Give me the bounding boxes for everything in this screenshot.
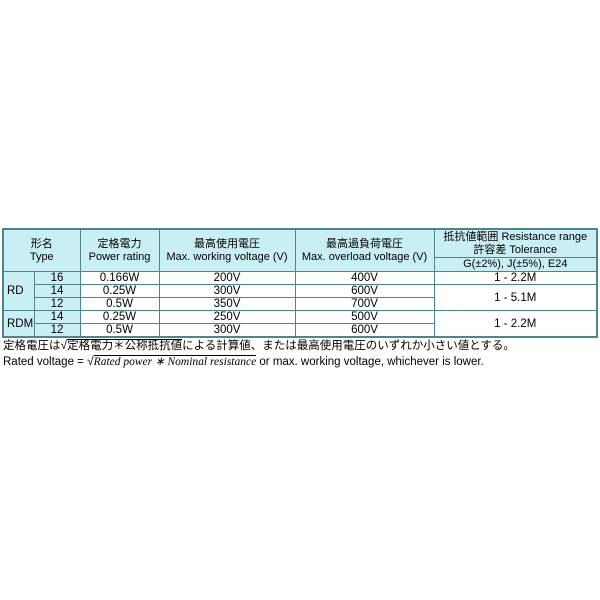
size-cell: 14: [33, 310, 81, 324]
header-power-en: Power rating: [88, 250, 151, 263]
working-voltage-cell: 300V: [158, 323, 296, 338]
overload-voltage-cell: 600V: [294, 284, 435, 298]
working-voltage-cell: 300V: [158, 284, 296, 298]
table-row: 14 0.25W 300V 600V 1 - 5.1M: [3, 284, 598, 311]
resistor-spec-table-container: 形名 Type 定格電力 Power rating 最高使用電圧 Max. wo…: [2, 228, 599, 338]
footnote-ja-suffix: による計算値、または最高使用電圧のいずれか小さい値とする。: [182, 340, 515, 352]
power-cell: 0.25W: [79, 284, 160, 298]
working-voltage-cell: 200V: [158, 271, 296, 285]
power-cell: 0.5W: [79, 297, 160, 311]
header-resistance-line1: 抵抗値範囲 Resistance range: [443, 230, 588, 243]
table-row: RD 16 0.166W 200V 400V 1 - 2.2M: [2, 271, 598, 311]
overload-voltage-cell: 600V: [294, 323, 435, 338]
table-row: RDM 14 0.25W 250V 500V 1 - 2.2M: [2, 310, 598, 338]
header-power-rating: 定格電力 Power rating: [79, 228, 160, 272]
working-voltage-cell: 250V: [158, 310, 296, 324]
resistance-range-cell: 1 - 2.2M: [433, 271, 598, 285]
header-type: 形名 Type: [2, 228, 81, 272]
header-working-en: Max. working voltage (V): [166, 250, 288, 263]
overload-voltage-cell: 400V: [294, 271, 435, 285]
header-power-ja: 定格電力: [97, 237, 142, 250]
size-cell: 14: [33, 284, 81, 298]
resistance-range-cell: 1 - 5.1M: [433, 284, 598, 311]
power-cell: 0.166W: [79, 271, 160, 285]
power-cell: 0.25W: [79, 310, 160, 324]
resistance-range-cell: 1 - 2.2M: [433, 310, 598, 338]
sqrt-symbol: √: [60, 338, 68, 352]
size-cell: 16: [33, 271, 81, 285]
footnote-japanese-line: 定格電圧は√定格電力＊公称抵抗値による計算値、または最高使用電圧のいずれか小さい…: [3, 338, 597, 354]
working-voltage-cell: 350V: [158, 297, 296, 311]
rated-voltage-footnote: 定格電圧は√定格電力＊公称抵抗値による計算値、または最高使用電圧のいずれか小さい…: [3, 338, 597, 370]
sqrt-symbol: √: [87, 354, 94, 368]
type-rdm-cell: RDM: [2, 310, 35, 338]
footnote-en-prefix: Rated voltage =: [3, 356, 88, 368]
header-working-ja: 最高使用電圧: [194, 237, 261, 250]
header-resistance-line2: 許容差 Tolerance: [473, 243, 558, 256]
size-cell: 12: [33, 297, 81, 311]
header-type-ja: 形名: [30, 237, 53, 250]
resistor-spec-table: 形名 Type 定格電力 Power rating 最高使用電圧 Max. wo…: [2, 228, 599, 338]
header-resistance-range: 抵抗値範囲 Resistance range 許容差 Tolerance: [433, 228, 598, 258]
header-overload-en: Max. overload voltage (V): [301, 250, 428, 263]
overload-voltage-cell: 500V: [294, 310, 435, 324]
header-overload-voltage: 最高過負荷電圧 Max. overload voltage (V): [294, 228, 435, 272]
power-cell: 0.5W: [79, 323, 160, 338]
footnote-english-line: Rated voltage = √Rated power ∗ Nominal r…: [3, 354, 597, 370]
overload-voltage-cell: 700V: [294, 297, 435, 311]
type-rd-cell: RD: [2, 271, 35, 311]
footnote-ja-radicand: 定格電力＊公称抵抗値: [67, 339, 183, 352]
header-tolerance-series: G(±2%), J(±5%), E24: [433, 257, 598, 272]
header-overload-ja: 最高過負荷電圧: [326, 237, 404, 250]
header-type-en: Type: [29, 250, 54, 263]
header-working-voltage: 最高使用電圧 Max. working voltage (V): [158, 228, 296, 272]
table-row: 12 0.5W 300V 600V: [3, 323, 597, 338]
footnote-ja-prefix: 定格電圧は: [3, 340, 61, 352]
footnote-en-radicand: Rated power ∗ Nominal resistance: [93, 355, 257, 368]
footnote-en-suffix: or max. working voltage, whichever is lo…: [256, 356, 484, 368]
size-cell: 12: [33, 323, 81, 338]
